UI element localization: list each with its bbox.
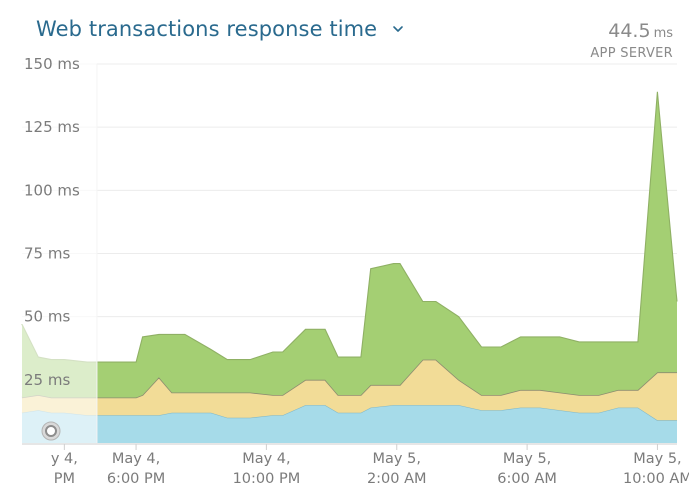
selection-overlay (22, 60, 97, 443)
x-tick-label: May 4, 10:00 PM (233, 451, 301, 487)
x-tick-label: May 5, 6:00 AM (497, 451, 557, 487)
series-line-3 (21, 91, 678, 363)
chart-title: Web transactions response time (36, 17, 378, 41)
drag-handle-inner[interactable] (45, 425, 57, 437)
metric-value: 44.5 (608, 20, 651, 42)
x-tick-label: y 4, PM (51, 451, 78, 487)
area-series-1 (22, 405, 677, 443)
metric-label: APP SERVER (590, 46, 673, 61)
x-tick-label: May 4, 6:00 PM (107, 451, 165, 487)
x-tick-label: May 5, 10:00 AM (623, 451, 689, 487)
y-tick-label: 150 ms (24, 55, 80, 73)
y-tick-label: 100 ms (24, 181, 80, 199)
area-series-3 (22, 91, 677, 398)
y-tick-label: 50 ms (24, 308, 70, 326)
metric-unit: ms (653, 26, 673, 41)
area-series-2 (22, 359, 677, 421)
chevron-down-icon[interactable] (391, 22, 405, 36)
summary-metric: 44.5 ms APP SERVER (590, 20, 673, 61)
y-tick-label: 75 ms (24, 245, 70, 263)
chart-title-dropdown[interactable]: Web transactions response time (36, 17, 405, 41)
y-tick-label: 25 ms (24, 371, 70, 389)
x-tick-label: May 5, 2:00 AM (367, 451, 427, 487)
widget-header: Web transactions response time 44.5 ms AP… (0, 0, 689, 61)
drag-handle-icon[interactable] (41, 421, 61, 441)
y-tick-label: 125 ms (24, 118, 80, 136)
